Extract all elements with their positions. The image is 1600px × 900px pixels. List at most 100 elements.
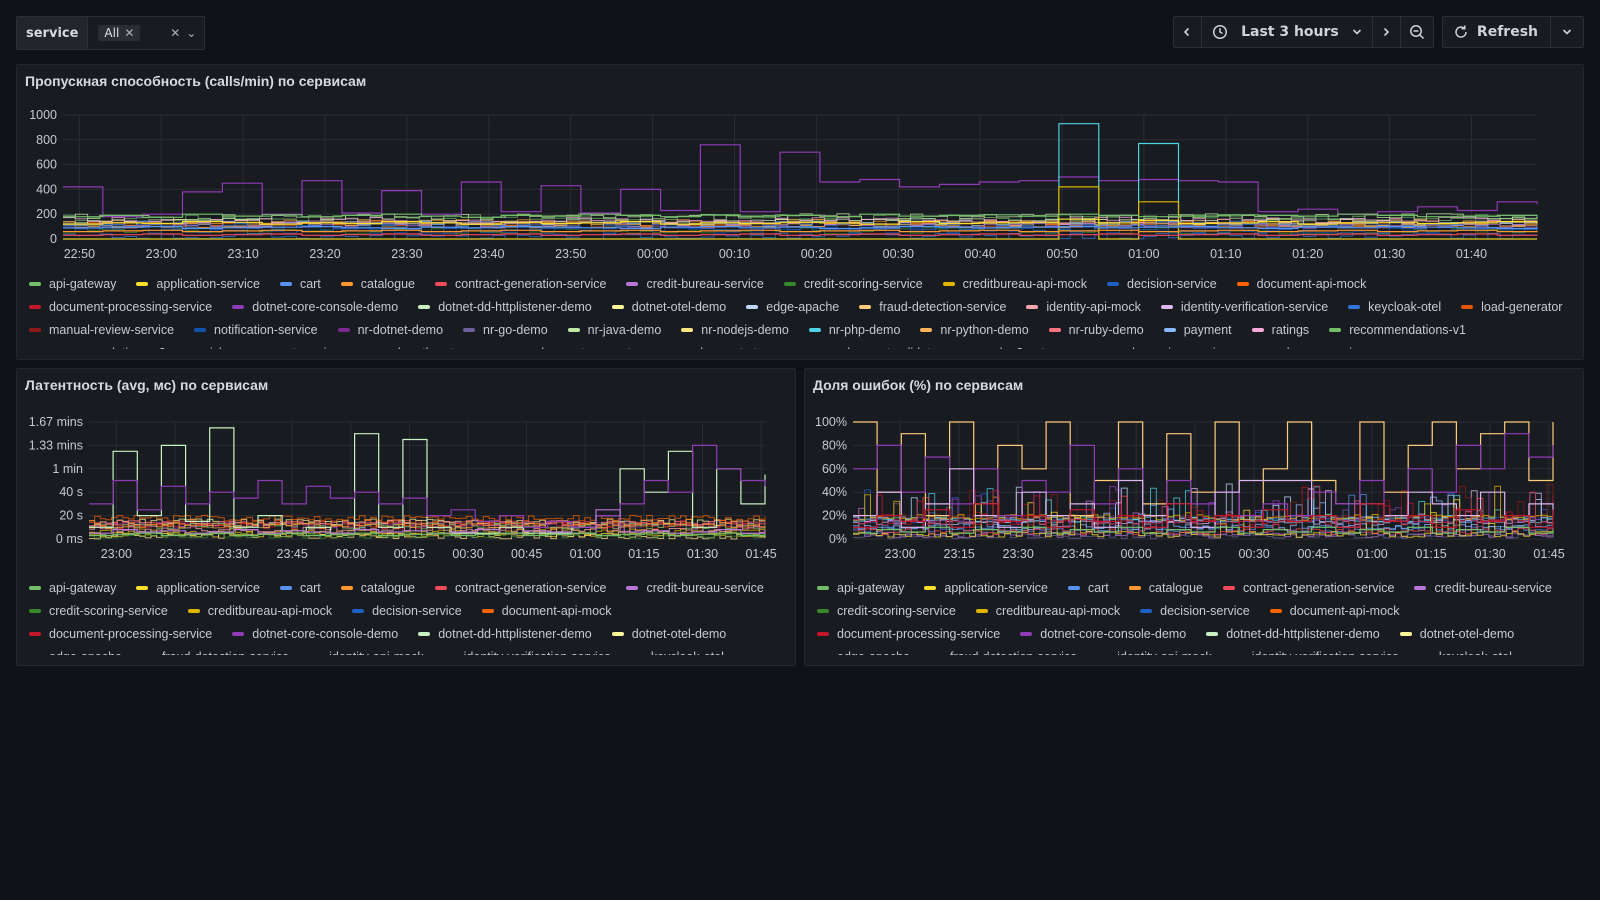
legend-item[interactable]: nr-java-demo	[567, 321, 661, 338]
close-icon[interactable]: ✕	[124, 26, 135, 40]
legend-item[interactable]: document-api-mock	[1269, 602, 1400, 619]
legend-item[interactable]: document-api-mock	[481, 602, 612, 619]
legend-item[interactable]: cart	[1067, 579, 1109, 596]
legend-item[interactable]: notification-service	[194, 321, 318, 338]
legend-item[interactable]: load-generator	[1461, 298, 1562, 315]
legend-item[interactable]: document-processing-service	[29, 298, 212, 315]
legend-item[interactable]: identity-verification-service	[1231, 648, 1399, 655]
legend-item[interactable]: application-service	[136, 275, 260, 292]
legend-item[interactable]: dotnet-dd-httplistener-demo	[418, 625, 592, 642]
legend-item[interactable]: dotnet-otel-demo	[611, 298, 726, 315]
legend-item[interactable]: dotnet-core-console-demo	[1020, 625, 1186, 642]
legend-item[interactable]: rpnk-user-service	[1249, 344, 1366, 350]
x-tick-label: 23:10	[228, 247, 259, 261]
legend-item[interactable]: nr-nodejs-demo	[681, 321, 789, 338]
legend-item[interactable]: fraud-detection-service	[929, 648, 1077, 655]
legend-item[interactable]: document-processing-service	[29, 625, 212, 642]
legend-item[interactable]: identity-verification-service	[443, 648, 611, 655]
legend-item[interactable]: identity-api-mock	[1026, 298, 1141, 315]
legend-item[interactable]: nr-go-demo	[463, 321, 548, 338]
legend-item[interactable]: api-gateway	[29, 275, 116, 292]
close-icon[interactable]: ✕	[170, 26, 181, 40]
legend-item[interactable]: api-gateway	[817, 579, 904, 596]
legend-item[interactable]: credit-bureau-service	[1414, 579, 1552, 596]
refresh-button[interactable]: Refresh	[1443, 17, 1551, 47]
legend-item[interactable]: dotnet-core-console-demo	[232, 625, 398, 642]
error-rate-chart[interactable]: 0% 20% 40% 60% 80% 100% 23:00 23:15 23:30 23:45 00…	[805, 369, 1583, 665]
legend-item[interactable]: creditbureau-api-mock	[975, 602, 1120, 619]
legend-item[interactable]: rpnk-session-service	[1094, 344, 1229, 350]
legend-item[interactable]: edge-apache	[29, 648, 122, 655]
legend-item[interactable]: rpnk-report-storage	[662, 344, 789, 350]
legend-item[interactable]: rpnk-auth-gateway	[360, 344, 484, 350]
service-variable-picker[interactable]: service All ✕ ✕ ⌄	[16, 16, 206, 50]
variable-select[interactable]: All ✕ ✕ ⌄	[88, 17, 204, 49]
legend-item[interactable]: contract-generation-service	[435, 579, 606, 596]
legend-item[interactable]: catalogue	[340, 275, 415, 292]
legend-item[interactable]: rpnk-report-generator	[503, 344, 642, 350]
legend-item[interactable]: cart	[279, 579, 321, 596]
legend-item[interactable]: rpnk-s3-gateway	[962, 344, 1074, 350]
legend-item[interactable]: credit-bureau-service	[626, 275, 764, 292]
legend-item[interactable]: edge-apache	[817, 648, 910, 655]
legend-item[interactable]: api-gateway	[29, 579, 116, 596]
throughput-chart[interactable]: 0 200 400 600 800 1000 22:50 23:00 23:10 23:20 23:…	[17, 65, 1583, 359]
legend-item[interactable]: decision-service	[1140, 602, 1250, 619]
time-range-button[interactable]: Last 3 hours	[1202, 17, 1373, 47]
legend-item[interactable]: contract-generation-service	[435, 275, 606, 292]
legend-item[interactable]: dotnet-core-console-demo	[232, 298, 398, 315]
legend-item[interactable]: nr-ruby-demo	[1048, 321, 1144, 338]
legend-item[interactable]: keycloak-otel	[1348, 298, 1441, 315]
variable-chip[interactable]: All ✕	[98, 25, 141, 41]
legend-item[interactable]: contract-generation-service	[1223, 579, 1394, 596]
latency-chart[interactable]: 0 ms 20 s 40 s 1 min 1.33 mins 1.67 mins 23:00…	[17, 369, 795, 665]
legend-item[interactable]: keycloak-otel	[630, 648, 724, 655]
x-tick-label: 00:15	[1179, 547, 1210, 561]
legend-item[interactable]: credit-scoring-service	[783, 275, 923, 292]
legend-item[interactable]: identity-api-mock	[1097, 648, 1212, 655]
chevron-down-icon[interactable]	[1551, 17, 1583, 47]
legend-item[interactable]: recommendations-v2	[29, 344, 166, 350]
legend-item[interactable]: identity-verification-service	[1160, 298, 1328, 315]
legend-item[interactable]: credit-scoring-service	[817, 602, 956, 619]
legend-item[interactable]: cart	[279, 275, 321, 292]
legend-item[interactable]: dotnet-otel-demo	[1399, 625, 1514, 642]
legend-item[interactable]: creditbureau-api-mock	[187, 602, 332, 619]
legend-item[interactable]: rpnk-report-validator	[809, 344, 942, 350]
legend-item[interactable]: risk-assessment-service	[186, 344, 340, 350]
legend-item[interactable]: document-api-mock	[1236, 275, 1366, 292]
legend-item[interactable]: catalogue	[340, 579, 415, 596]
legend-item[interactable]: recommendations-v1	[1329, 321, 1466, 338]
legend-item[interactable]: dotnet-otel-demo	[611, 625, 726, 642]
chevron-down-icon[interactable]: ⌄	[186, 26, 197, 40]
legend-item[interactable]: keycloak-otel	[1418, 648, 1512, 655]
legend-label: rpnk-report-generator	[523, 346, 642, 350]
legend-label: edge-apache	[49, 650, 122, 656]
legend-item[interactable]: fraud-detection-service	[859, 298, 1006, 315]
legend-item[interactable]: catalogue	[1128, 579, 1203, 596]
chevron-right-icon[interactable]	[1373, 17, 1401, 47]
legend-item[interactable]: application-service	[136, 579, 260, 596]
legend-item[interactable]: edge-apache	[746, 298, 839, 315]
legend-item[interactable]: nr-dotnet-demo	[337, 321, 443, 338]
legend-item[interactable]: payment	[1163, 321, 1232, 338]
legend-item[interactable]: identity-api-mock	[309, 648, 424, 655]
legend-item[interactable]: document-processing-service	[817, 625, 1000, 642]
legend-item[interactable]: ratings	[1251, 321, 1309, 338]
legend-item[interactable]: creditbureau-api-mock	[942, 275, 1087, 292]
legend-item[interactable]: application-service	[924, 579, 1048, 596]
legend-item[interactable]: dotnet-dd-httplistener-demo	[1206, 625, 1380, 642]
legend-item[interactable]: dotnet-dd-httplistener-demo	[418, 298, 592, 315]
zoom-out-icon[interactable]	[1401, 17, 1433, 47]
legend-item[interactable]: decision-service	[1107, 275, 1217, 292]
legend-swatch	[136, 281, 149, 286]
legend-item[interactable]: fraud-detection-service	[141, 648, 289, 655]
legend-item[interactable]: credit-bureau-service	[626, 579, 764, 596]
legend-item[interactable]: decision-service	[352, 602, 462, 619]
legend-item[interactable]: manual-review-service	[29, 321, 174, 338]
legend-item[interactable]: nr-python-demo	[920, 321, 1029, 338]
legend-item[interactable]: credit-scoring-service	[29, 602, 168, 619]
chevron-left-icon[interactable]	[1174, 17, 1202, 47]
legend-item[interactable]: nr-php-demo	[808, 321, 900, 338]
legend-swatch	[1269, 608, 1282, 613]
